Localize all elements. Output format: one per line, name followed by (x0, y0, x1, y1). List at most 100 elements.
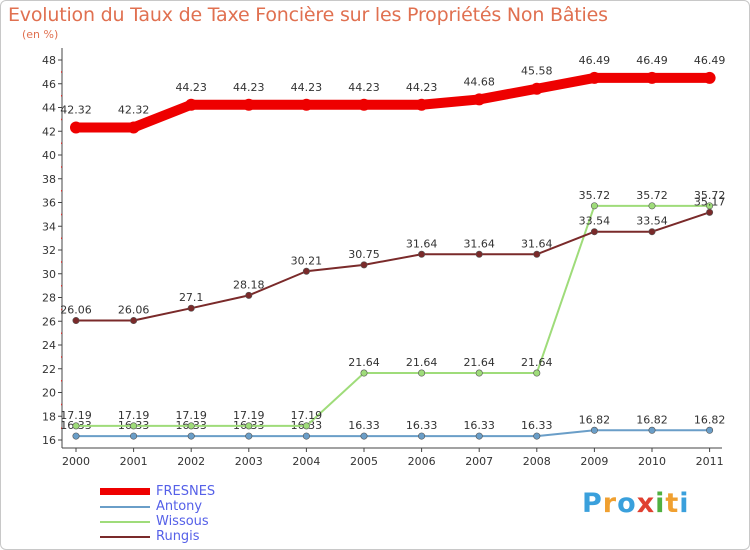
x-tick-label-2006: 2006 (408, 455, 436, 468)
y-minor-tick-46 (61, 71, 62, 73)
point-fresnes-2003 (242, 98, 255, 111)
y-tick-label-24: 24 (42, 339, 56, 352)
data-label-wissous-2009: 35.72 (579, 189, 611, 202)
data-label-antony-2009: 16.82 (579, 413, 611, 426)
point-wissous-2002 (187, 422, 195, 430)
y-minor-tick-24 (61, 332, 62, 334)
data-label-wissous-2001: 17.19 (118, 409, 150, 422)
point-rungis-2010 (648, 228, 656, 236)
y-minor-tick-20 (61, 380, 62, 382)
point-antony-2006 (418, 432, 426, 440)
legend-item-fresnes: FRESNES (100, 484, 215, 499)
point-antony-2009 (590, 426, 598, 434)
point-wissous-2009 (590, 202, 598, 210)
y-minor-tick-44 (61, 95, 62, 97)
y-minor-tick-38 (61, 166, 62, 168)
y-minor-tick-34 (61, 213, 62, 216)
data-label-antony-2010: 16.82 (636, 413, 668, 426)
legend-swatch-antony (100, 505, 150, 508)
y-tick-label-32: 32 (42, 244, 56, 257)
point-antony-2007 (475, 432, 483, 440)
point-wissous-2000 (72, 422, 80, 430)
proxiti-logo: Proxiti (582, 488, 690, 519)
data-label-antony-2007: 16.33 (463, 419, 495, 432)
x-tick-label-2004: 2004 (292, 455, 320, 468)
y-tick-label-36: 36 (42, 197, 56, 210)
point-wissous-2005 (360, 369, 368, 377)
y-minor-tick-18 (61, 403, 62, 406)
legend-item-wissous: Wissous (100, 514, 215, 529)
point-antony-2002 (187, 432, 195, 440)
data-label-fresnes-2003: 44.23 (233, 81, 265, 94)
data-label-fresnes-2002: 44.23 (175, 81, 207, 94)
legend-label-wissous: Wissous (156, 514, 209, 529)
data-label-antony-2006: 16.33 (406, 419, 438, 432)
data-label-fresnes-2009: 46.49 (579, 54, 611, 67)
point-wissous-2003 (245, 422, 253, 430)
y-minor-tick-40 (61, 142, 62, 144)
logo-letter: P (582, 488, 603, 519)
point-fresnes-2005 (358, 98, 370, 111)
data-label-rungis-2005: 30.75 (348, 248, 380, 261)
series-line-rungis (75, 211, 711, 322)
point-rungis-2006 (418, 250, 426, 258)
y-tick-label-34: 34 (42, 220, 56, 233)
y-tick-label-38: 38 (42, 173, 56, 186)
y-tick-label-44: 44 (42, 102, 56, 115)
data-label-wissous-2003: 17.19 (233, 409, 265, 422)
point-antony-2011 (706, 426, 714, 434)
point-fresnes-2001 (127, 121, 140, 134)
data-label-fresnes-2008: 45.58 (521, 65, 553, 78)
data-label-wissous-2006: 21.64 (406, 356, 438, 369)
point-wissous-2006 (418, 369, 426, 377)
data-label-wissous-2000: 17.19 (60, 409, 92, 422)
logo-letter: t (665, 488, 680, 519)
data-label-rungis-2009: 33.54 (579, 215, 611, 228)
point-fresnes-2011 (703, 71, 716, 84)
y-tick-label-46: 46 (42, 78, 56, 91)
point-wissous-2004 (302, 422, 310, 430)
point-fresnes-2007 (473, 93, 486, 106)
point-rungis-2009 (590, 228, 598, 236)
x-tick-label-2005: 2005 (350, 455, 378, 468)
legend-label-rungis: Rungis (156, 529, 200, 544)
data-label-antony-2008: 16.33 (521, 419, 553, 432)
legend: FRESNES Antony Wissous Rungis (100, 484, 215, 544)
data-label-fresnes-2004: 44.23 (291, 81, 323, 94)
data-label-wissous-2005: 21.64 (348, 356, 380, 369)
legend-item-antony: Antony (100, 499, 215, 514)
y-minor-tick-36 (61, 190, 62, 192)
x-tick-label-2010: 2010 (638, 455, 666, 468)
x-tick-label-2000: 2000 (62, 455, 90, 468)
point-antony-2003 (245, 432, 253, 440)
data-label-wissous-2004: 17.19 (291, 409, 323, 422)
data-label-fresnes-2011: 46.49 (694, 54, 726, 67)
data-label-fresnes-2006: 44.23 (406, 81, 438, 94)
data-label-wissous-2002: 17.19 (175, 409, 207, 422)
point-antony-2010 (648, 426, 656, 434)
data-label-rungis-2004: 30.21 (291, 254, 323, 267)
x-tick-label-2009: 2009 (580, 455, 608, 468)
y-minor-tick-42 (61, 118, 62, 121)
data-label-fresnes-2005: 44.23 (348, 81, 380, 94)
data-label-fresnes-2000: 42.32 (60, 103, 92, 116)
data-label-rungis-2008: 31.64 (521, 237, 553, 250)
data-label-fresnes-2010: 46.49 (636, 54, 668, 67)
point-rungis-2005 (360, 261, 368, 269)
point-fresnes-2010 (646, 71, 658, 84)
series-line-fresnes (71, 72, 715, 133)
y-tick-label-40: 40 (42, 149, 56, 162)
y-tick-label-18: 18 (42, 410, 56, 423)
data-label-antony-2005: 16.33 (348, 419, 380, 432)
data-label-rungis-2007: 31.64 (463, 237, 495, 250)
legend-swatch-wissous (100, 520, 150, 523)
y-minor-tick-32 (61, 237, 62, 239)
data-label-wissous-2010: 35.72 (636, 189, 668, 202)
point-wissous-2010 (648, 202, 656, 210)
point-wissous-2001 (130, 422, 138, 430)
data-label-rungis-2010: 33.54 (636, 215, 668, 228)
logo-letter: i (655, 488, 666, 519)
data-label-fresnes-2001: 42.32 (118, 103, 150, 116)
